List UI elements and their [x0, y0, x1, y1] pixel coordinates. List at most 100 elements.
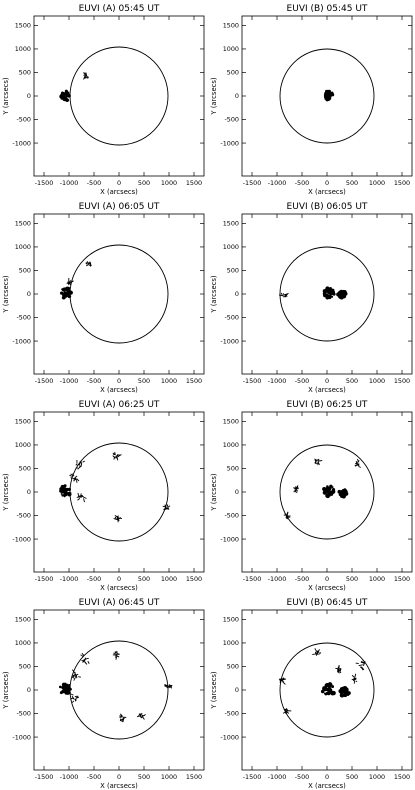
chart-7-xtick-label-1: -1000: [268, 773, 287, 781]
chart-7-region-3-stroke-10: [361, 666, 364, 671]
chart-0-ytick-label-1: -500: [16, 116, 31, 124]
chart-3-region-2: [278, 292, 289, 298]
chart-5-xtick-label-2: -500: [295, 575, 310, 583]
chart-3-region-2-stroke-5: [282, 293, 285, 296]
chart-4-region-0-dot-33: [64, 491, 67, 494]
chart-3-title: EUVI (B) 06:05 UT: [287, 202, 368, 212]
chart-3-xlabel: X (arcsecs): [308, 386, 346, 394]
chart-3-region-2-stroke-9: [285, 292, 289, 296]
chart-7-region-0-dot-33: [323, 685, 327, 689]
chart-5-region-4: [283, 511, 291, 520]
chart-5-region-2-stroke-8: [315, 462, 319, 465]
chart-7-region-1-dot-24: [340, 693, 343, 696]
chart-6-region-7-stroke-10: [138, 715, 143, 718]
chart-6-region-3-stroke-9: [70, 697, 75, 700]
chart-1-solar-disk: [279, 48, 375, 144]
chart-0-ytick-label-3: 500: [19, 69, 31, 77]
chart-4-region-3-stroke-6: [79, 494, 83, 497]
chart-2-region-1-stroke-9: [85, 264, 89, 267]
chart-1-panel: EUVI (B) 05:45 UT -1500 -1000 -500 0 500 1000 1…: [210, 4, 413, 196]
chart-1-xtick-label-5: 1000: [369, 179, 385, 187]
chart-0-xlabel: X (arcsecs): [100, 188, 138, 196]
chart-4-region-6-stroke-11: [163, 507, 167, 510]
chart-2-ytick-label-5: 1500: [15, 220, 31, 228]
chart-4-region-5: [113, 514, 123, 523]
chart-4-region-0-dot-27: [65, 490, 68, 493]
chart-3-region-0-dot-25: [330, 292, 334, 295]
chart-7-region-1-dot-29: [343, 693, 348, 698]
chart-6-xtick-label-0: -1500: [35, 773, 54, 781]
chart-2-xtick-label-1: -1000: [60, 377, 79, 385]
chart-4-xtick-label-2: -500: [87, 575, 102, 583]
chart-7-xtick-label-6: 1500: [394, 773, 410, 781]
chart-7-ylabel: Y (arcsecs): [210, 671, 218, 710]
chart-4-region-2: [69, 473, 80, 483]
chart-7-region-5-stroke-2: [282, 681, 286, 685]
chart-4-region-4-stroke-11: [115, 454, 119, 457]
chart-6-region-0-dot-31: [61, 682, 66, 687]
chart-3-ytick-label-5: 1500: [223, 220, 239, 228]
chart-1-xtick-label-6: 1500: [394, 179, 410, 187]
chart-4-region-1-stroke-6: [77, 466, 81, 470]
chart-0-xtick-label-5: 1000: [161, 179, 177, 187]
chart-1-ytick-label-3: 500: [227, 69, 239, 77]
chart-5-region-2-stroke-10: [315, 459, 317, 462]
chart-4-region-2-stroke-7: [72, 473, 75, 477]
chart-6-region-2-stroke-7: [72, 675, 75, 678]
chart-0-ytick-label-0: -1000: [12, 139, 31, 147]
chart-7-region-0-dot-26: [329, 687, 332, 690]
chart-2-xtick-label-0: -1500: [35, 377, 54, 385]
chart-2-solar-disk: [69, 244, 169, 344]
chart-5-region-0-dot-9: [331, 486, 334, 489]
chart-6-solar-disk: [69, 640, 169, 740]
chart-6-region-2-stroke-3: [71, 676, 73, 679]
chart-7-region-4-stroke-2: [353, 680, 356, 684]
chart-7-region-3-stroke-5: [360, 660, 363, 663]
chart-3-ytick-label-4: 1000: [223, 243, 239, 251]
chart-3-xtick-label-1: -1000: [268, 377, 287, 385]
chart-6-region-6: [119, 713, 127, 723]
chart-6-ytick-label-2: 0: [27, 686, 31, 694]
chart-4-region-2-stroke-3: [76, 478, 80, 482]
chart-5-region-1-dot-20: [340, 490, 343, 492]
chart-7-region-0-dot-32: [327, 687, 330, 690]
chart-6-region-3-stroke-4: [74, 695, 78, 698]
chart-3-region-0-dot-32: [328, 296, 332, 300]
chart-7-region-7: [335, 664, 342, 674]
chart-6-region-3-stroke-2: [71, 700, 75, 703]
chart-7-region-0: [320, 682, 336, 696]
chart-0-region-1-stroke-0: [86, 76, 90, 78]
chart-7-region-5-stroke-9: [281, 678, 285, 681]
chart-4-title: EUVI (A) 06:25 UT: [79, 400, 160, 410]
chart-0-xtick-label-0: -1500: [35, 179, 54, 187]
chart-5-region-5-stroke-4: [293, 487, 297, 490]
chart-6-xlabel: X (arcsecs): [100, 782, 138, 790]
chart-5-region-2-stroke-3: [318, 460, 323, 462]
chart-4-region-1-stroke-9: [82, 460, 85, 463]
chart-5-region-1-dot-33: [343, 489, 348, 494]
chart-6-region-3-stroke-11: [70, 693, 74, 696]
chart-2-region-0-dot-23: [65, 286, 70, 291]
chart-0-xtick-label-6: 1500: [186, 179, 202, 187]
chart-5-region-0-dot-32: [328, 486, 332, 490]
chart-6-region-2-stroke-6: [74, 673, 79, 677]
chart-5-xlabel: X (arcsecs): [308, 584, 346, 592]
chart-6-region-1-stroke-4: [80, 654, 83, 657]
chart-7-region-3-stroke-11: [355, 662, 359, 664]
chart-5-region-3-stroke-9: [357, 458, 359, 463]
chart-1-xtick-label-1: -1000: [268, 179, 287, 187]
chart-7-region-0-dot-29: [325, 688, 328, 691]
chart-6-region-3-stroke-0: [76, 696, 79, 698]
chart-1-ylabel: Y (arcsecs): [210, 77, 218, 116]
chart-1-ytick-label-4: 1000: [223, 45, 239, 53]
chart-5-xtick-label-6: 1500: [394, 575, 410, 583]
chart-6-frame: [33, 609, 205, 771]
chart-2-region-0-dot-33: [64, 291, 69, 296]
chart-2-ytick-label-4: 1000: [15, 243, 31, 251]
chart-4-region-1: [75, 460, 85, 470]
chart-4-region-4-stroke-7: [118, 454, 122, 457]
chart-6-ytick-label-0: -1000: [12, 733, 31, 741]
chart-2-region-1-stroke-11: [86, 261, 88, 264]
chart-6-region-2-stroke-8: [78, 676, 81, 678]
chart-4-region-0-dot-11: [67, 487, 72, 492]
